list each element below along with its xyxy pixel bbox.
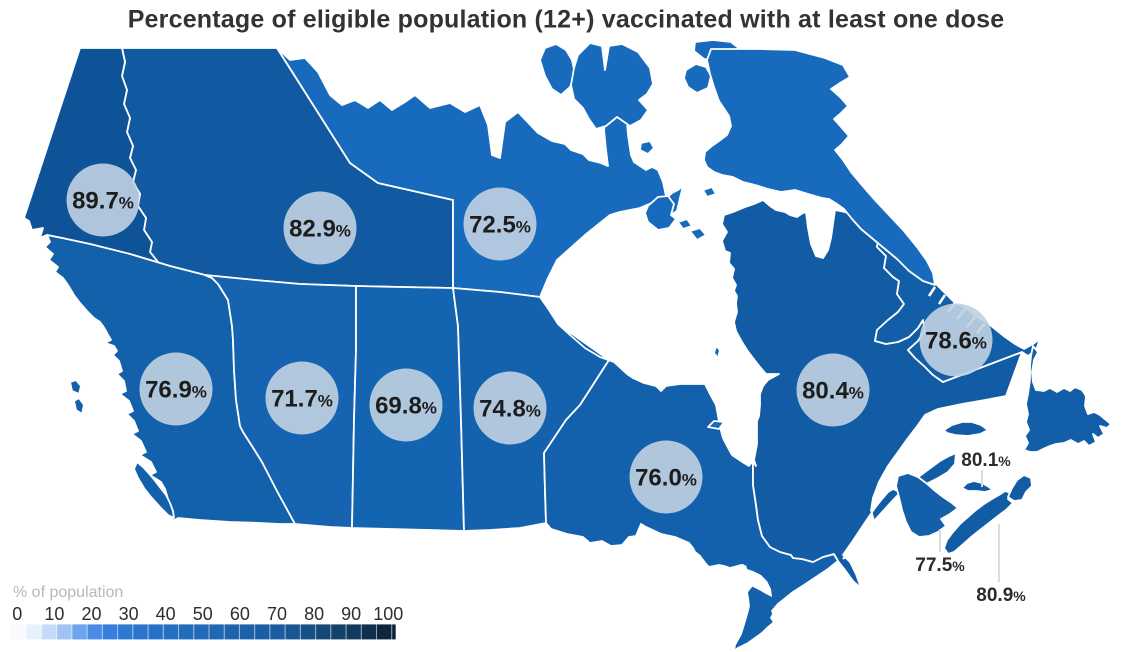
svg-text:70: 70 — [267, 604, 287, 624]
svg-text:90: 90 — [341, 604, 361, 624]
svg-text:82.9%: 82.9% — [289, 216, 351, 243]
svg-text:% of population: % of population — [13, 584, 123, 601]
svg-text:0: 0 — [12, 604, 22, 624]
svg-text:20: 20 — [81, 604, 101, 624]
svg-text:100: 100 — [373, 604, 403, 624]
svg-text:40: 40 — [156, 604, 176, 624]
svg-text:80.9%: 80.9% — [976, 585, 1026, 606]
svg-text:30: 30 — [119, 604, 139, 624]
svg-text:80.1%: 80.1% — [961, 450, 1011, 471]
svg-text:77.5%: 77.5% — [915, 555, 965, 576]
svg-text:80: 80 — [304, 604, 324, 624]
svg-text:10: 10 — [44, 604, 64, 624]
svg-text:50: 50 — [193, 604, 213, 624]
svg-text:60: 60 — [230, 604, 250, 624]
svg-text:Percentage of eligible populat: Percentage of eligible population (12+) … — [128, 6, 1005, 34]
svg-text:76.9%: 76.9% — [145, 377, 207, 404]
